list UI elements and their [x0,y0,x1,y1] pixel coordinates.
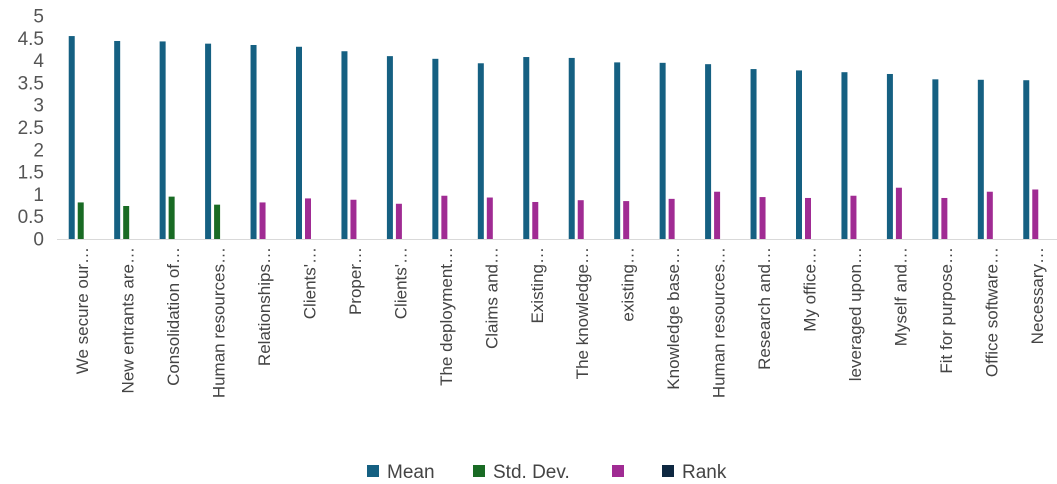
bar-mean [750,69,757,239]
bar-series-3 [350,199,357,239]
x-tick-label: Relationships… [255,247,274,366]
y-tick-label: 2 [33,140,44,161]
legend-swatch [662,465,674,477]
bar-std-dev [168,196,175,239]
bar-mean [296,46,302,239]
bar-series-3 [395,203,402,239]
x-tick-label: Existing… [528,247,547,324]
bar-mean [659,62,666,239]
y-tick-label: 0 [33,230,44,251]
x-tick-label: Research and… [755,247,774,370]
legend-label: Rank [682,462,727,483]
x-tick-label: My office… [800,247,819,332]
y-tick-label: 5 [33,7,44,28]
x-axis: We secure our… New entrants are… Consolida… [57,239,1057,398]
bar-series-3 [850,195,857,239]
x-tick-label: Consolidation of… [164,247,183,386]
bar-series-3 [668,198,675,239]
x-tick-label: Necessary… [1028,247,1047,344]
legend-swatch [612,465,624,477]
bar-std-dev [214,204,221,239]
y-tick-label: 1 [33,185,44,206]
bar-mean [932,79,939,239]
bar-mean [477,63,484,239]
bar-series-3 [305,198,311,239]
bar-mean [1023,80,1030,239]
x-tick-label: leveraged upon… [846,247,865,381]
bar-mean [250,44,257,239]
x-tick-label: Clients'… [391,247,410,319]
x-tick-label: Claims and… [482,247,501,349]
bar-mean [614,62,621,239]
y-tick-label: 3.5 [18,73,44,94]
bar-series-3 [577,200,584,239]
bar-mean [886,73,893,239]
bar-series-3 [259,202,266,239]
bar-mean [432,58,439,239]
bar-mean [159,41,166,240]
bar-series-3 [714,191,721,239]
x-tick-label: existing… [619,247,638,322]
x-tick-label: Clients'… [300,247,319,319]
x-tick-label: New entrants are… [119,247,138,393]
y-tick-label: 2.5 [18,118,44,139]
x-tick-label: The deployment… [437,247,456,386]
legend-swatch [367,465,379,477]
bar-std-dev [77,202,84,239]
bar-std-dev [123,205,130,239]
bar-mean [386,56,393,239]
bar-series-3 [486,197,493,239]
y-tick-label: 0.5 [18,207,44,228]
x-tick-label: Proper… [346,247,365,315]
legend-swatch [473,465,485,477]
bar-mean [977,79,984,239]
bar-series-3 [1032,189,1039,239]
y-tick-label: 1.5 [18,163,44,184]
legend-label: Std. Dev. [493,462,570,483]
bar-mean [841,72,848,239]
y-axis: 00.511.522.533.544.55 [18,7,45,251]
legend: Mean Std. Dev. Rank [367,462,727,483]
bar-series-3 [805,197,811,239]
bar-mean [523,57,530,240]
bar-series-3 [532,201,539,239]
y-tick-label: 3 [33,96,44,117]
bar-series-3 [623,201,630,239]
x-tick-label: The knowledge… [573,247,592,379]
y-tick-label: 4.5 [18,29,44,50]
bar-mean [796,70,802,239]
bar-series-3 [941,197,948,239]
legend-label: Mean [387,462,435,483]
x-tick-label: Office software… [982,247,1001,377]
x-tick-label: We secure our… [73,247,92,374]
x-tick-label: Fit for purpose… [937,247,956,374]
x-tick-label: Human resources… [710,247,729,398]
bar-mean [341,51,348,239]
bar-mean [705,64,712,239]
bar-series-3 [895,187,902,239]
bar-mean [68,36,75,239]
x-tick-label: Myself and… [891,247,910,346]
bar-mean [205,43,212,239]
bar-series-3 [441,195,448,239]
y-tick-label: 4 [33,51,44,72]
bar-series-3 [759,197,766,239]
x-tick-label: Knowledge base… [664,247,683,390]
bars [68,36,1039,240]
bar-series-3 [986,191,993,239]
bar-mean [114,40,121,240]
bar-mean [568,57,575,240]
x-tick-label: Human resources… [210,247,229,398]
